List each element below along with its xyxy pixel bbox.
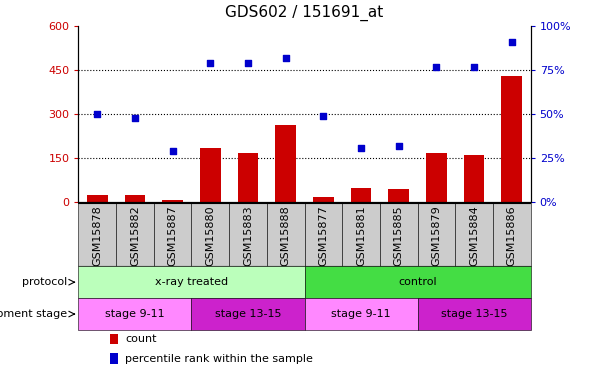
Bar [493, 202, 531, 266]
Text: GSM15885: GSM15885 [394, 206, 404, 266]
Bar [162, 200, 183, 202]
Point [281, 55, 291, 61]
Bar [192, 298, 305, 330]
Bar [200, 148, 221, 202]
Text: stage 9-11: stage 9-11 [331, 309, 391, 319]
Bar [110, 353, 118, 364]
Text: stage 9-11: stage 9-11 [105, 309, 165, 319]
Text: GSM15880: GSM15880 [205, 206, 215, 266]
Bar [192, 202, 229, 266]
Bar [380, 202, 417, 266]
Point [168, 148, 177, 154]
Point [469, 64, 479, 70]
Text: GSM15888: GSM15888 [280, 206, 291, 266]
Text: GSM15884: GSM15884 [469, 206, 479, 266]
Text: GSM15883: GSM15883 [243, 206, 253, 266]
Text: protocol: protocol [22, 277, 67, 287]
Text: x-ray treated: x-ray treated [155, 277, 228, 287]
Text: GSM15878: GSM15878 [92, 206, 103, 266]
Bar [417, 202, 455, 266]
Text: GSM15886: GSM15886 [507, 206, 517, 266]
Bar [343, 202, 380, 266]
Bar [305, 298, 417, 330]
Bar [351, 188, 371, 202]
Bar [388, 189, 409, 202]
Text: percentile rank within the sample: percentile rank within the sample [125, 354, 313, 363]
Text: GSM15881: GSM15881 [356, 206, 366, 266]
Text: development stage: development stage [0, 309, 67, 319]
Bar [87, 195, 107, 202]
Bar [455, 202, 493, 266]
Point [130, 115, 140, 121]
Text: GSM15877: GSM15877 [318, 206, 329, 266]
Bar [78, 298, 192, 330]
Point [206, 60, 215, 66]
Point [318, 113, 328, 119]
Text: control: control [398, 277, 437, 287]
Point [394, 143, 403, 149]
Bar [313, 196, 333, 202]
Bar [229, 202, 267, 266]
Bar [417, 298, 531, 330]
Bar [276, 124, 296, 202]
Bar [125, 195, 145, 202]
Bar [267, 202, 305, 266]
Bar [305, 202, 343, 266]
Bar [78, 266, 305, 298]
Point [92, 111, 102, 117]
Bar [78, 202, 116, 266]
Point [507, 39, 517, 45]
Bar [502, 76, 522, 202]
Text: GSM15879: GSM15879 [431, 206, 441, 266]
Text: stage 13-15: stage 13-15 [215, 309, 281, 319]
Point [432, 64, 441, 70]
Bar [110, 334, 118, 344]
Point [243, 60, 253, 66]
Bar [116, 202, 154, 266]
Bar [426, 153, 447, 203]
Bar [464, 156, 484, 203]
Point [356, 145, 366, 151]
Bar [154, 202, 192, 266]
Text: GDS602 / 151691_at: GDS602 / 151691_at [226, 5, 384, 21]
Text: GSM15882: GSM15882 [130, 206, 140, 266]
Bar [305, 266, 531, 298]
Text: stage 13-15: stage 13-15 [441, 309, 507, 319]
Text: GSM15887: GSM15887 [168, 206, 178, 266]
Bar [238, 153, 258, 203]
Text: count: count [125, 334, 156, 344]
